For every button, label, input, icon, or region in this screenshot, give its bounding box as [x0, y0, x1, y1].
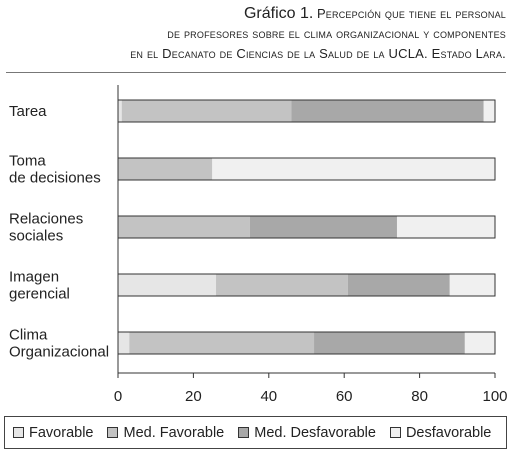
x-tick-label-100: 100 — [482, 388, 507, 405]
bar-tarea-med-favorable — [121, 100, 292, 122]
x-tick-label-60: 60 — [336, 388, 353, 405]
x-tick-label-40: 40 — [260, 388, 277, 405]
category-label-toma-de-decisiones: Toma de decisiones — [9, 153, 101, 187]
category-label-imagen-gerencial: Imagen gerencial — [9, 269, 70, 303]
title-line-2: de profesores sobre el clima organizacio… — [167, 26, 506, 41]
legend-label-favorable: Favorable — [29, 424, 94, 441]
category-label-relaciones-sociales: Relaciones sociales — [9, 211, 83, 245]
legend-label-desfavorable: Desfavorable — [405, 424, 492, 441]
bar-clima-organizacional-med-desfavorable — [314, 332, 465, 354]
bar-toma-de-decisiones-med-favorable — [118, 158, 213, 180]
chart-legend: Favorable Med. Favorable Med. Desfavorab… — [4, 416, 507, 449]
bar-clima-organizacional-med-favorable — [129, 332, 315, 354]
chart-title: Gráfico 1. Percepción que tiene el perso… — [6, 4, 506, 64]
bar-tarea-med-desfavorable — [291, 100, 484, 122]
legend-swatch-desfavorable — [389, 427, 401, 438]
x-tick-label-80: 80 — [411, 388, 428, 405]
bar-relaciones-sociales-desfavorable — [396, 216, 495, 238]
legend-swatch-med-desfavorable — [238, 427, 250, 438]
bar-tarea-favorable — [118, 100, 122, 122]
category-label-tarea: Tarea — [9, 103, 47, 120]
legend-item-med-desfavorable: Med. Desfavorable — [238, 425, 376, 441]
bar-tarea-desfavorable — [483, 100, 495, 122]
legend-label-med-favorable: Med. Favorable — [123, 424, 225, 441]
stacked-bar-chart: Tarea Toma de decisiones Relaciones sociales… — [9, 85, 508, 405]
title-rule — [6, 72, 506, 73]
category-label-clima-organizacional: Clima Organizacional — [9, 327, 109, 361]
bar-relaciones-sociales-med-favorable — [118, 216, 250, 238]
bar-imagen-gerencial-favorable — [118, 274, 217, 296]
title-lead: Gráfico 1. — [243, 5, 314, 22]
bar-toma-de-decisiones-desfavorable — [212, 158, 495, 180]
legend-swatch-med-favorable — [107, 427, 119, 438]
bar-clima-organizacional-desfavorable — [464, 332, 495, 354]
legend-item-desfavorable: Desfavorable — [389, 424, 492, 441]
bar-clima-organizacional-favorable — [118, 332, 130, 354]
title-line-3: en el Decanato de Ciencias de la Salud d… — [130, 46, 506, 61]
legend-label-med-desfavorable: Med. Desfavorable — [254, 424, 376, 441]
bar-imagen-gerencial-med-desfavorable — [347, 274, 450, 296]
legend-item-favorable: Favorable — [13, 425, 93, 441]
bar-imagen-gerencial-desfavorable — [449, 274, 495, 296]
bar-imagen-gerencial-med-favorable — [216, 274, 348, 296]
title-line-1: Percepción que tiene el personal — [316, 6, 506, 21]
x-tick-label-20: 20 — [185, 388, 202, 405]
bar-relaciones-sociales-med-desfavorable — [249, 216, 397, 238]
legend-swatch-favorable — [13, 427, 24, 438]
x-tick-label-0: 0 — [114, 388, 122, 405]
legend-item-med-favorable: Med. Favorable — [107, 425, 224, 441]
